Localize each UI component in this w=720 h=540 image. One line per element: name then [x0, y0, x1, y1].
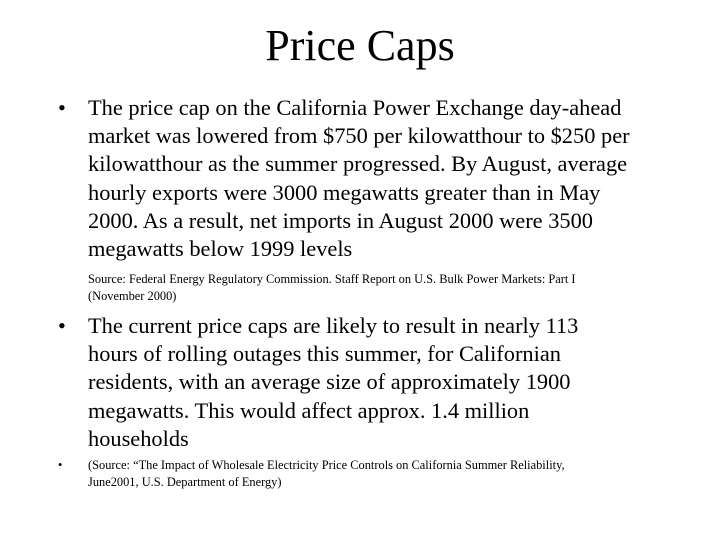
bullet-rolling-outages: • The current price caps are likely to r… [58, 312, 698, 453]
slide-title: Price Caps [265, 21, 455, 70]
bullet-marker: • [58, 458, 63, 472]
source-note-ferc: Source: Federal Energy Regulatory Commis… [88, 272, 576, 303]
bullet-price-cap-lowered: • The price cap on the California Power … [58, 94, 698, 263]
bullet-text: (Source: “The Impact of Wholesale Electr… [88, 458, 565, 489]
bullet-source-doe: • (Source: “The Impact of Wholesale Elec… [58, 457, 698, 491]
bullet-text: The current price caps are likely to res… [88, 313, 579, 451]
bullet-marker: • [58, 95, 66, 120]
bullet-marker: • [58, 313, 66, 338]
bullet-text: The price cap on the California Power Ex… [88, 95, 630, 262]
